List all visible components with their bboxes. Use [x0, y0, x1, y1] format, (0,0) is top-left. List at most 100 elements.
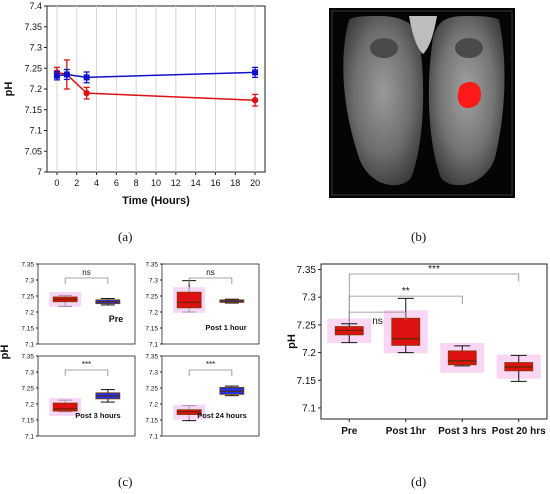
significance-bracket: [64, 277, 109, 284]
chart-a: 0 2 4 6 8 10 12 14 16 18 20 7 7.05 7.1 7.15 7.2 7.25 7.3 7…: [3, 1, 266, 207]
y-tick-label: 7.1: [25, 434, 34, 441]
chart-c: pH 7.1 7.15 7.2 7.25 7.3 7.35 ns Pre 7.1 7.15 7.2 7.…: [0, 262, 260, 441]
subplot-label: Post 1 hour: [205, 323, 246, 332]
y-tick-label: 7.1: [29, 126, 42, 136]
significance-label: ns: [372, 316, 383, 327]
y-axis-label: pH: [3, 82, 15, 97]
x-tick-label: 6: [114, 178, 119, 188]
significance-bracket: [188, 277, 233, 284]
data-point: [63, 71, 70, 78]
x-tick-label: Post 20 hrs: [492, 426, 546, 437]
x-tick-label: 18: [230, 178, 240, 188]
y-tick-label: 7: [37, 167, 42, 177]
y-tick-label: 7.25: [145, 386, 158, 393]
subplot-label: Post 24 hours: [197, 411, 247, 420]
box: [447, 350, 477, 366]
x-tick-label: Post 1hr: [386, 426, 426, 437]
subplot-label: Post 3 hours: [75, 411, 120, 420]
y-tick-label: 7.35: [145, 262, 158, 269]
y-tick-label: 7.3: [302, 293, 316, 304]
data-point: [83, 89, 90, 97]
y-axis-label: pH: [0, 345, 11, 360]
significance-label: ***: [82, 360, 91, 369]
x-tick-label: 14: [191, 178, 201, 188]
y-tick-label: 7.1: [302, 403, 316, 414]
significance-bracket: [188, 369, 233, 376]
subplot-frame: [161, 263, 260, 345]
x-tick-label: 16: [210, 178, 220, 188]
data-point: [53, 72, 60, 79]
y-tick-label: 7.25: [24, 63, 42, 73]
mri-image: [329, 8, 515, 198]
x-tick-label: 2: [74, 178, 79, 188]
y-tick-label: 7.2: [29, 84, 42, 94]
x-tick-label: Post 3 hrs: [438, 426, 487, 437]
x-tick-label: 0: [54, 178, 59, 188]
subplot-frame: [37, 355, 136, 437]
y-tick-label: 7.35: [21, 262, 34, 269]
y-tick-label: 7.2: [25, 310, 34, 317]
caption-c: (c): [118, 474, 133, 489]
significance-label: ns: [82, 268, 90, 277]
x-tick-label: 12: [171, 178, 181, 188]
y-tick-label: 7.25: [297, 320, 317, 331]
y-tick-label: 7.1: [149, 342, 158, 349]
caption-b: (b): [411, 229, 427, 244]
x-tick-label: Pre: [341, 426, 358, 437]
y-tick-label: 7.15: [24, 105, 42, 115]
caption-a: (a): [118, 229, 133, 244]
y-tick-label: 7.15: [21, 418, 34, 425]
y-tick-label: 7.15: [145, 326, 158, 333]
x-tick-label: 20: [250, 178, 260, 188]
series-line: [56, 71, 256, 101]
y-axis-label: pH: [286, 334, 298, 349]
box: [52, 402, 78, 412]
box: [391, 317, 421, 346]
y-tick-label: 7.35: [145, 354, 158, 361]
significance-label: **: [402, 286, 410, 297]
y-tick-label: 7.35: [21, 354, 34, 361]
x-tick-label: 4: [94, 178, 99, 188]
mri-image-panel: [325, 0, 515, 205]
y-tick-label: 7.3: [29, 43, 42, 53]
y-tick-label: 7.35: [24, 22, 42, 32]
box: [176, 291, 202, 309]
y-tick-label: 7.3: [25, 370, 34, 377]
caption-d: (d): [411, 474, 427, 489]
y-tick-label: 7.3: [149, 278, 158, 285]
y-tick-label: 7.3: [149, 370, 158, 377]
y-tick-label: 7.25: [145, 294, 158, 301]
significance-bracket: [64, 369, 109, 376]
y-tick-label: 7.2: [25, 402, 34, 409]
chart-d: 7.1 7.15 7.2 7.25 7.3 7.35 pH Pre Post 1hr Post 3…: [286, 263, 548, 437]
significance-label: ***: [206, 360, 215, 369]
x-axis-label: Time (Hours): [122, 195, 190, 207]
significance-bracket: [348, 273, 520, 324]
y-tick-label: 7.25: [21, 386, 34, 393]
y-tick-label: 7.4: [29, 1, 42, 11]
significance-label: ***: [428, 264, 440, 275]
mri-anatomy: [331, 10, 513, 196]
series-line: [56, 71, 256, 79]
y-tick-label: 7.35: [297, 265, 317, 276]
subplot-label: Pre: [109, 314, 124, 324]
y-tick-label: 7.15: [145, 418, 158, 425]
x-tick-label: 10: [151, 178, 161, 188]
subplot-frame: [37, 263, 136, 345]
y-tick-label: 7.2: [149, 310, 158, 317]
y-tick-label: 7.15: [297, 376, 317, 387]
y-tick-label: 7.15: [21, 326, 34, 333]
y-tick-label: 7.05: [24, 146, 42, 156]
y-tick-label: 7.1: [149, 434, 158, 441]
y-tick-label: 7.25: [21, 294, 34, 301]
tumor-highlight: [457, 81, 481, 108]
data-point: [252, 69, 259, 76]
y-tick-label: 7.2: [149, 402, 158, 409]
data-point: [251, 97, 259, 104]
x-tick-label: 8: [134, 178, 139, 188]
subplot-frame: [161, 355, 260, 437]
plot-frame: [320, 263, 548, 420]
y-tick-label: 7.2: [302, 348, 316, 359]
significance-label: ns: [206, 268, 214, 277]
y-tick-label: 7.1: [25, 342, 34, 349]
